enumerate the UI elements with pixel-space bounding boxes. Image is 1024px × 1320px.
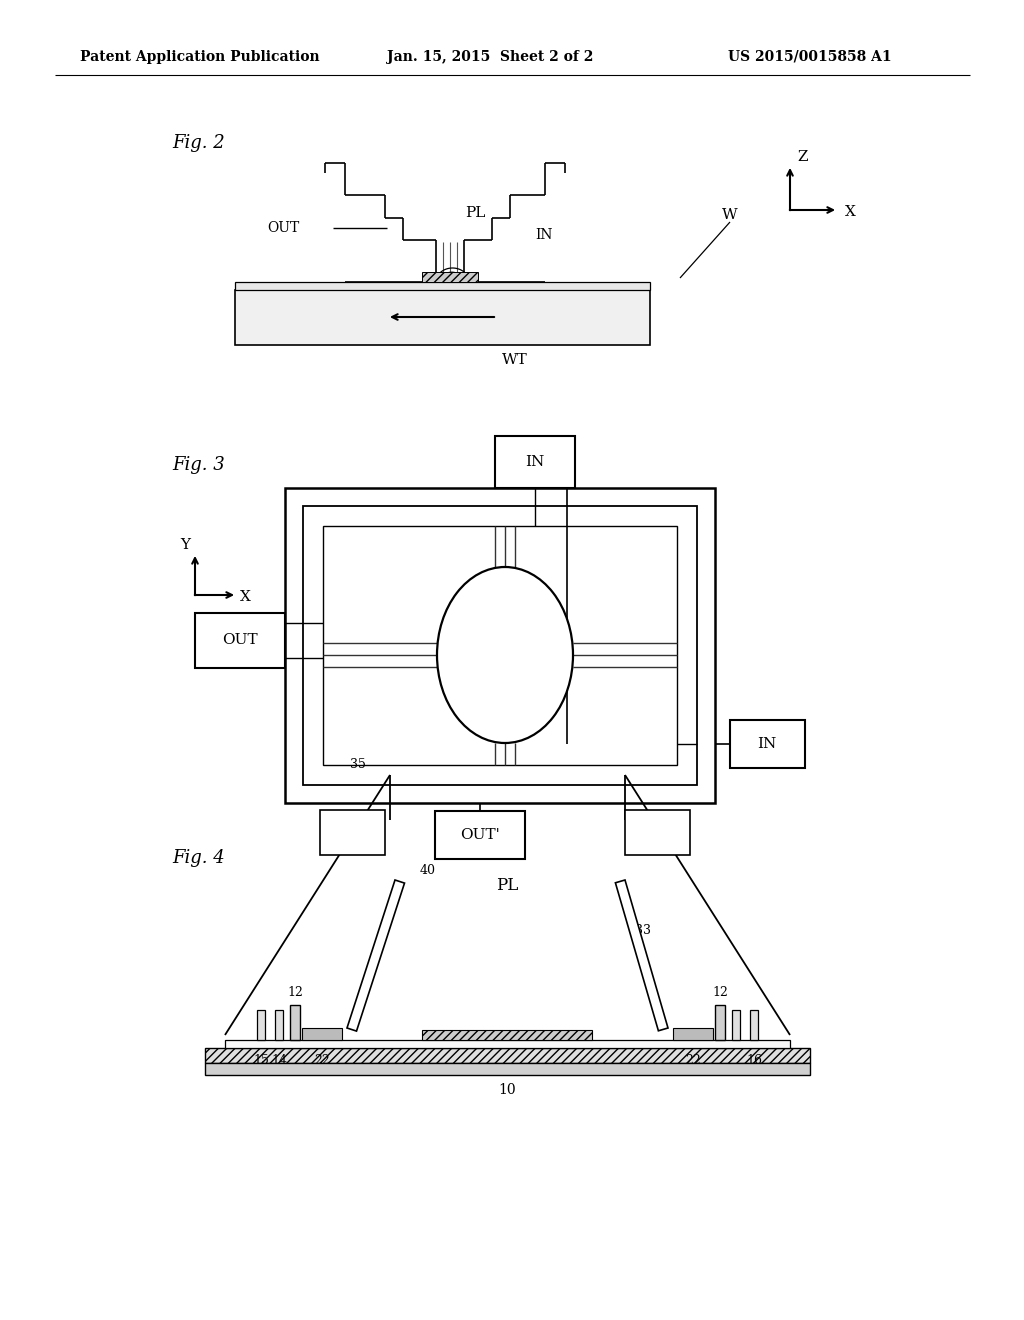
Text: 22: 22: [314, 1053, 330, 1067]
Bar: [435, 810, 525, 859]
Bar: [302, 1028, 342, 1040]
Text: IN: IN: [525, 455, 545, 469]
Text: WT: WT: [502, 352, 528, 367]
Text: Fig. 3: Fig. 3: [172, 455, 224, 474]
Bar: [285, 488, 715, 803]
Text: IN: IN: [535, 228, 553, 242]
Bar: [422, 272, 478, 282]
Text: 10: 10: [499, 1082, 516, 1097]
Text: Fig. 2: Fig. 2: [172, 135, 224, 152]
Text: 40: 40: [420, 863, 436, 876]
Bar: [275, 1010, 283, 1040]
Text: 12: 12: [712, 986, 728, 999]
Text: Patent Application Publication: Patent Application Publication: [80, 50, 319, 63]
Text: Fig. 4: Fig. 4: [172, 849, 224, 867]
Text: X: X: [240, 590, 251, 605]
Bar: [673, 1028, 713, 1040]
Bar: [319, 810, 385, 855]
Polygon shape: [615, 880, 668, 1031]
Text: X: X: [845, 205, 856, 219]
Bar: [205, 1048, 810, 1063]
Bar: [290, 1005, 300, 1040]
Text: 35: 35: [350, 759, 366, 771]
Text: 12: 12: [287, 986, 303, 999]
Text: Jan. 15, 2015  Sheet 2 of 2: Jan. 15, 2015 Sheet 2 of 2: [387, 50, 593, 63]
Text: 22: 22: [685, 1053, 700, 1067]
Bar: [732, 1010, 740, 1040]
Bar: [495, 436, 575, 488]
Text: 15: 15: [253, 1053, 269, 1067]
Text: 34: 34: [343, 825, 360, 840]
Text: PL: PL: [494, 647, 516, 664]
Bar: [234, 282, 650, 290]
Text: OUT: OUT: [267, 220, 300, 235]
Text: 16: 16: [746, 1053, 762, 1067]
Text: US 2015/0015858 A1: US 2015/0015858 A1: [728, 50, 892, 63]
Bar: [730, 719, 805, 768]
Text: Z: Z: [797, 150, 808, 164]
Text: 32: 32: [648, 825, 666, 840]
Bar: [205, 1063, 810, 1074]
Bar: [257, 1010, 265, 1040]
Bar: [303, 506, 697, 785]
Text: 14: 14: [271, 1053, 287, 1067]
Bar: [750, 1010, 758, 1040]
Text: IN: IN: [758, 737, 776, 751]
Bar: [195, 612, 285, 668]
Text: 33: 33: [635, 924, 651, 936]
Text: PL: PL: [496, 876, 518, 894]
Text: OUT: OUT: [222, 634, 258, 647]
Polygon shape: [347, 880, 404, 1031]
Bar: [715, 1005, 725, 1040]
Bar: [323, 525, 677, 766]
Ellipse shape: [437, 568, 573, 743]
Bar: [422, 1030, 592, 1040]
Text: Y: Y: [180, 539, 190, 552]
Text: W: W: [722, 209, 738, 222]
Bar: [625, 810, 690, 855]
Text: PL: PL: [465, 206, 485, 220]
Bar: [225, 1040, 790, 1048]
Text: OUT': OUT': [460, 828, 500, 842]
Bar: [234, 290, 650, 345]
